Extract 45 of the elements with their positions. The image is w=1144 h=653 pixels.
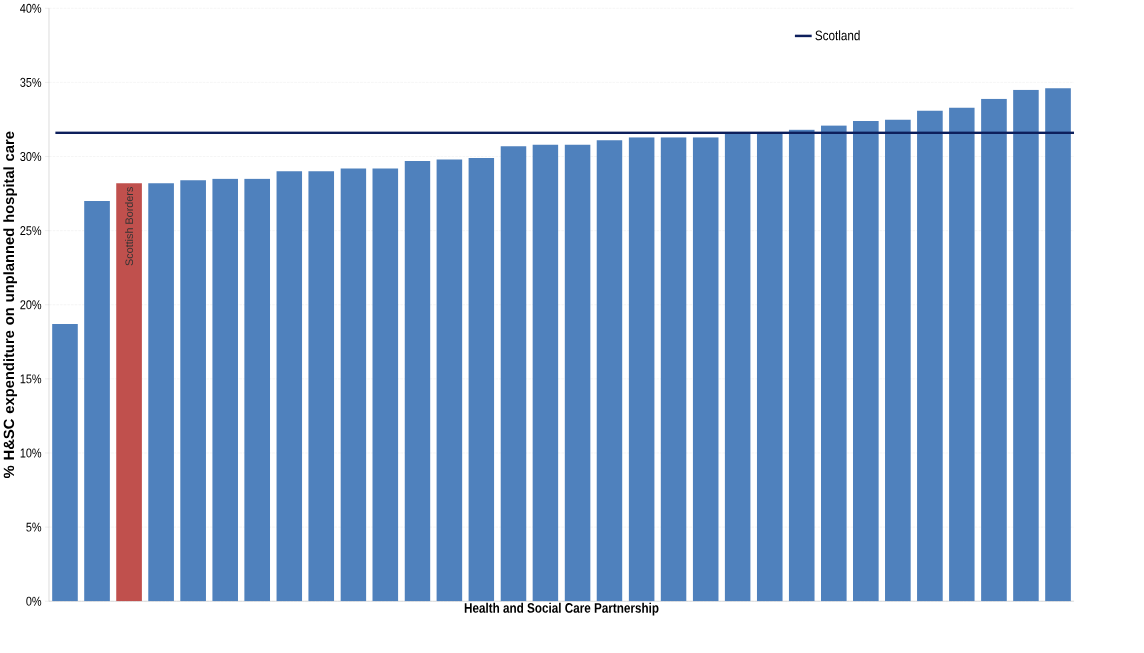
bar [820,125,847,602]
y-tick-label: 0% [26,596,42,606]
bar [724,132,751,602]
bar [52,323,78,602]
bar [84,200,110,602]
bar [180,180,206,602]
legend-label: Scotland [815,30,860,41]
bar [981,98,1007,602]
bar [468,157,495,602]
bar [244,178,271,602]
bar [660,137,687,602]
y-tick-label: 25% [20,226,42,236]
bar [756,132,783,602]
y-tick-label: 35% [20,77,42,87]
bar [1045,88,1071,602]
bar [116,183,142,602]
x-axis-title: Health and Social Care Partnership [464,602,659,616]
y-axis-title: % H&SC expenditure on unplanned hospital care [3,131,18,479]
y-tick-label: 15% [20,374,42,384]
bar [148,183,174,602]
bar [949,107,975,602]
bar [404,160,431,602]
bar [628,137,655,602]
y-tick-label: 30% [20,151,42,161]
y-tick-label: 40% [20,3,42,13]
bar [276,171,303,602]
bar [692,137,719,602]
bar [564,144,591,602]
bar [596,140,623,602]
x-tick-label: Scottish Borders [125,187,134,266]
bar [788,129,815,602]
bar [500,146,527,602]
bar [436,159,463,602]
bar [1013,89,1039,602]
y-tick-label: 10% [20,448,42,458]
bar [917,110,943,602]
bar [340,168,367,602]
bar [885,119,911,602]
bar [532,144,559,602]
y-tick-label: 5% [26,522,42,532]
y-tick-label: 20% [20,300,42,310]
bar [212,178,238,602]
bar [853,120,879,602]
bar [372,168,399,602]
bar [308,171,335,602]
